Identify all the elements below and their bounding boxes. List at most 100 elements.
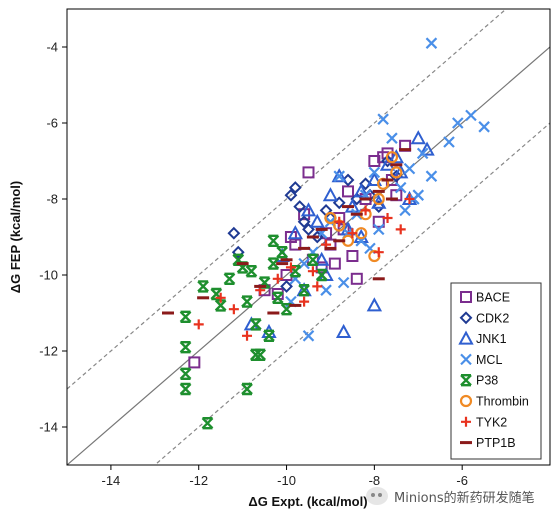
point-bace-25 [328, 257, 341, 270]
legend-marker-thrombin [459, 394, 473, 408]
point-p38-1 [179, 341, 192, 354]
wechat-icon [366, 487, 388, 505]
point-bace-5 [298, 208, 311, 221]
x-axis-ticks: -14 -12 -10 -8 -6 [102, 465, 468, 488]
point-tyk2-16 [404, 194, 415, 204]
legend-label-tyk2: TYK2 [476, 415, 507, 429]
point-p38-24 [241, 382, 253, 396]
point-jnk1-21 [313, 251, 330, 266]
point-mcl-30 [412, 189, 425, 201]
point-p38-10 [241, 295, 253, 308]
point-jnk1-23 [366, 297, 383, 312]
point-p38-5 [201, 417, 214, 430]
legend-label-mcl: MCL [476, 353, 502, 367]
point-bace-24 [284, 231, 297, 243]
point-p38-4 [197, 280, 209, 293]
point-p38-14 [258, 276, 271, 289]
point-tyk2-17 [312, 281, 323, 292]
point-p38-9 [232, 253, 245, 266]
point-mcl-5 [416, 147, 429, 160]
point-bace-0 [188, 356, 201, 369]
point-mcl-8 [386, 132, 398, 144]
x-tick-label: -12 [189, 473, 208, 488]
x-tick-label: -14 [102, 473, 121, 488]
point-p38-2 [179, 367, 192, 380]
watermark-text: Minions的新药研发随笔 [394, 490, 535, 506]
point-jnk1-10 [353, 183, 369, 198]
point-bace-15 [350, 272, 363, 285]
legend-marker-p38 [460, 374, 472, 387]
point-jnk1-7 [331, 168, 347, 183]
legend: BACE CDK2 JNK1 MCL P38 Thrombin TYK2 PTP1B [450, 282, 542, 460]
point-tyk2-1 [215, 292, 226, 303]
x-tick-label: -10 [277, 473, 296, 488]
point-jnk1-6 [322, 187, 339, 202]
point-p38-11 [245, 265, 258, 278]
legend-label-bace: BACE [476, 291, 510, 305]
point-p38-15 [263, 329, 275, 342]
point-jnk1-15 [393, 164, 409, 179]
legend-marker-jnk1 [458, 330, 474, 345]
point-cdk2-2 [280, 279, 293, 293]
point-mcl-3 [452, 117, 464, 129]
point-mcl-28 [320, 284, 332, 296]
point-jnk1-14 [388, 149, 405, 164]
data-points [161, 37, 490, 430]
y-tick-label: -12 [39, 344, 58, 359]
point-mcl-4 [443, 136, 455, 148]
point-p38-3 [179, 382, 192, 396]
point-cdk2-4 [288, 181, 302, 195]
point-p38-6 [210, 287, 223, 301]
point-thrombin-7 [390, 166, 403, 179]
x-axis-title: ΔG Expt. (kcal/mol) [248, 494, 367, 509]
y-tick-label: -14 [39, 420, 58, 435]
point-thrombin-4 [324, 211, 337, 225]
point-jnk1-17 [410, 130, 426, 145]
point-thrombin-9 [372, 192, 385, 206]
point-mcl-1 [465, 109, 477, 122]
point-p38-21 [298, 284, 310, 297]
point-tyk2-15 [395, 224, 406, 235]
offset-line-2 [153, 122, 550, 465]
point-tyk2-3 [242, 330, 253, 341]
point-bace-14 [346, 250, 359, 262]
plot-frame [66, 8, 551, 466]
legend-marker-cdk2 [459, 311, 473, 325]
point-p38-7 [214, 299, 227, 312]
legend-label-cdk2: CDK2 [476, 311, 509, 325]
point-tyk2-5 [272, 273, 283, 284]
point-mcl-27 [337, 276, 350, 289]
y-tick-label: -8 [46, 192, 58, 207]
point-cdk2-5 [293, 200, 307, 214]
point-cdk2-3 [284, 188, 298, 202]
point-tyk2-7 [299, 296, 310, 307]
point-p38-27 [267, 234, 280, 247]
x-tick-label: -8 [369, 473, 381, 488]
point-tyk2-8 [307, 266, 318, 277]
point-p38-26 [236, 261, 249, 274]
point-tyk2-0 [193, 319, 204, 330]
point-jnk1-3 [287, 225, 304, 240]
point-jnk1-11 [366, 171, 383, 186]
point-p38-13 [254, 348, 267, 361]
legend-marker-mcl [460, 353, 472, 366]
point-jnk1-5 [309, 213, 325, 228]
point-p38-19 [280, 303, 293, 316]
legend-box [450, 282, 542, 460]
point-p38-25 [249, 348, 262, 361]
point-mcl-14 [333, 170, 346, 182]
point-tyk2-14 [382, 213, 393, 223]
point-bace-8 [315, 261, 328, 274]
legend-label-ptp1b: PTP1B [476, 436, 516, 450]
y-tick-label: -6 [46, 116, 58, 131]
point-p38-16 [267, 257, 280, 270]
y-tick-label: -10 [39, 268, 58, 283]
x-tick-label: -6 [456, 473, 468, 488]
point-mcl-7 [394, 181, 407, 194]
legend-marker-bace [460, 291, 472, 303]
point-jnk1-19 [335, 323, 352, 338]
point-thrombin-6 [385, 151, 399, 164]
point-p38-0 [179, 310, 192, 323]
legend-label-p38: P38 [476, 374, 498, 388]
